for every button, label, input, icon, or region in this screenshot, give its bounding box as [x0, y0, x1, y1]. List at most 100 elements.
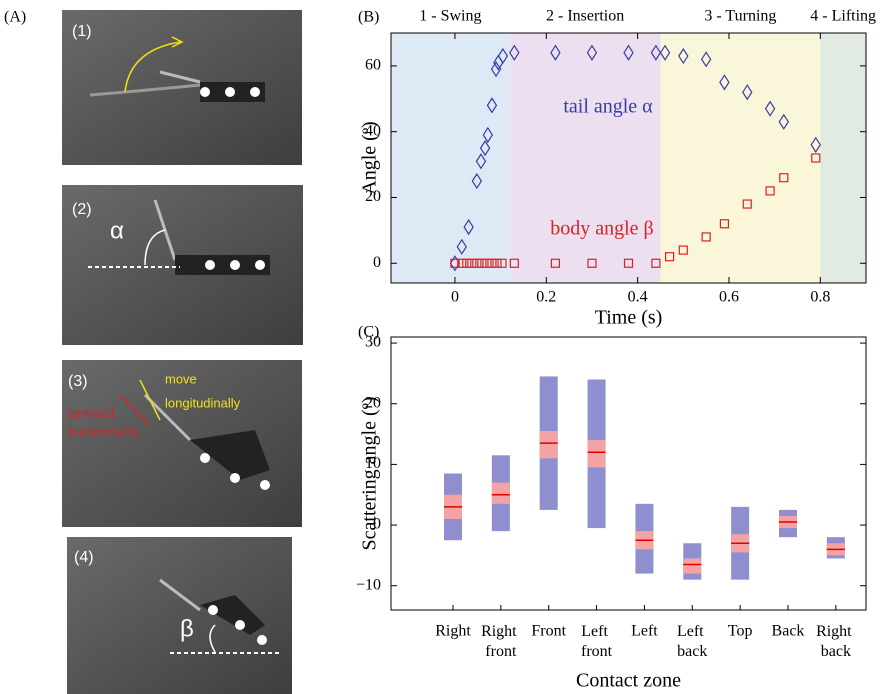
- phase-region: [660, 33, 821, 283]
- x-axis-label: Contact zone: [576, 670, 681, 692]
- y-axis-label: Scattering angle (º): [359, 397, 381, 551]
- point: [490, 61, 502, 78]
- plot-frame: [390, 336, 867, 611]
- point: [482, 258, 492, 268]
- point: [778, 113, 790, 130]
- photo: (2) α: [62, 185, 303, 345]
- series-label: tail angle α: [563, 96, 653, 118]
- y-tick-label: 20: [365, 394, 381, 411]
- point: [650, 44, 662, 61]
- point: [550, 44, 561, 61]
- x-tick-label: Top: [728, 623, 753, 640]
- photo-label: (4): [74, 549, 94, 566]
- y-tick-label: 20: [365, 188, 381, 205]
- point: [463, 218, 474, 236]
- photo-label: (1): [72, 23, 92, 40]
- point: [587, 258, 597, 268]
- point: [811, 153, 821, 163]
- x-tick-label: Right back: [816, 623, 856, 660]
- iqr-bar: [683, 558, 702, 574]
- phase-label: 4 - Lifting: [810, 8, 876, 25]
- point: [810, 136, 821, 153]
- point: [651, 258, 661, 268]
- panel-label: (B): [358, 9, 379, 26]
- angle-label: α: [110, 217, 124, 244]
- photo-label: (2): [72, 201, 92, 218]
- panel-label: (C): [358, 324, 379, 341]
- annotation: longitudinally: [165, 395, 241, 410]
- point: [550, 258, 561, 268]
- y-tick-label: 10: [365, 455, 381, 472]
- point: [497, 258, 507, 268]
- panel-label: (A): [4, 9, 26, 26]
- point: [479, 140, 491, 157]
- x-tick-label: 0.8: [810, 289, 830, 306]
- point: [457, 258, 467, 268]
- phase-label: 1 - Swing: [419, 8, 481, 25]
- point: [486, 97, 498, 114]
- point: [482, 126, 494, 144]
- annotation: transversely: [68, 423, 139, 438]
- point: [472, 258, 482, 268]
- annotation: move: [165, 371, 197, 386]
- x-tick-label: 0.6: [719, 289, 739, 306]
- plot-frame: [390, 32, 867, 284]
- phase-label: 3 - Turning: [704, 8, 776, 25]
- x-tick-label: Right front: [481, 623, 521, 660]
- point: [475, 153, 487, 170]
- point: [492, 258, 502, 268]
- point: [497, 47, 509, 65]
- x-tick-label: Right: [435, 623, 471, 640]
- point: [659, 44, 671, 61]
- phase-region: [509, 33, 661, 283]
- angle-label: β: [180, 615, 194, 642]
- y-axis-label: Angle (º): [359, 121, 381, 194]
- point: [509, 44, 520, 61]
- iqr-bar: [539, 431, 558, 459]
- y-tick-label: 30: [365, 334, 381, 351]
- point: [462, 258, 472, 268]
- point: [487, 258, 497, 268]
- point: [678, 245, 688, 255]
- phase-region: [391, 33, 510, 283]
- iqr-bar: [491, 482, 510, 504]
- point: [779, 173, 789, 183]
- x-tick-label: 0.2: [536, 289, 556, 306]
- point: [623, 258, 634, 268]
- photo: (1): [62, 10, 302, 165]
- x-tick-label: Left: [631, 623, 658, 640]
- point: [764, 100, 776, 117]
- x-tick-label: Back: [772, 623, 805, 640]
- point: [719, 219, 730, 229]
- y-tick-label: 0: [373, 516, 381, 533]
- point: [456, 238, 468, 255]
- point: [450, 258, 460, 268]
- point: [477, 258, 487, 268]
- point: [742, 199, 752, 209]
- point: [701, 232, 711, 242]
- point: [700, 51, 712, 68]
- phase-region: [820, 33, 866, 283]
- point: [623, 44, 634, 61]
- point: [765, 186, 775, 196]
- y-tick-label: 0: [373, 254, 381, 271]
- y-tick-label: 40: [365, 122, 381, 139]
- x-tick-label: Left back: [677, 623, 708, 660]
- photo: (3) move longitudinally jammed transvers…: [62, 360, 302, 527]
- phase-label: 2 - Insertion: [546, 8, 624, 25]
- point: [719, 74, 730, 91]
- photo: (4) β: [67, 537, 292, 694]
- x-tick-label: 0.4: [628, 289, 648, 306]
- point: [678, 47, 689, 65]
- annotation: jammed: [67, 405, 114, 420]
- point: [471, 172, 483, 190]
- x-tick-label: 0: [451, 289, 459, 306]
- point: [665, 252, 675, 262]
- y-tick-label: −10: [356, 576, 381, 593]
- y-tick-label: 60: [365, 57, 381, 74]
- x-axis-label: Time (s): [595, 307, 663, 329]
- photo-label: (3): [68, 373, 88, 390]
- x-tick-label: Front: [531, 623, 566, 640]
- point: [509, 258, 519, 268]
